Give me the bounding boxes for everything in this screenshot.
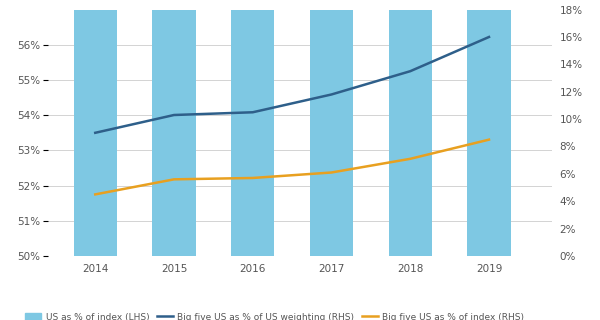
Bar	[310, 0, 353, 256]
Bar	[389, 0, 432, 256]
Bar	[467, 0, 511, 256]
Bar	[231, 0, 274, 256]
Bar	[74, 0, 117, 256]
Legend: US as % of index (LHS), Big five US as % of US weighting (RHS), Big five US as %: US as % of index (LHS), Big five US as %…	[22, 309, 528, 320]
Bar	[152, 0, 196, 256]
